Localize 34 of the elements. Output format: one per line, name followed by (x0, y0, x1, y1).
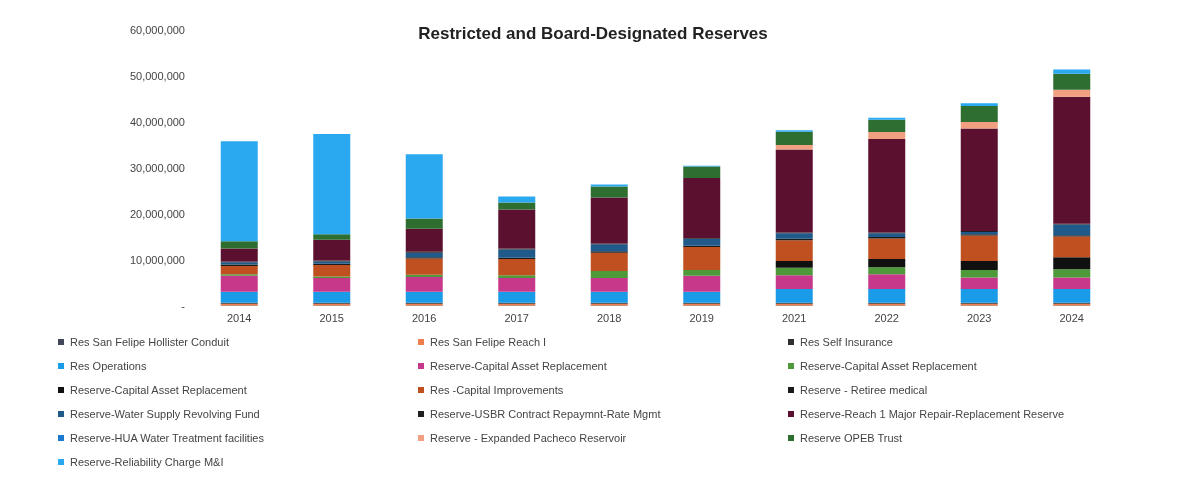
y-tick-label: - (181, 299, 186, 312)
legend-label: Reserve-Capital Asset Replacement (430, 360, 607, 372)
y-tick-label: 30,000,000 (129, 161, 185, 174)
legend-label: Reserve-Reach 1 Major Repair-Replacement Reserve (800, 408, 1065, 420)
x-tick-label: 2015 (319, 311, 344, 324)
x-tick-label: 2024 (1059, 311, 1084, 324)
legend-label: Res Self Insurance (800, 336, 893, 348)
y-tick-label: 10,000,000 (129, 253, 185, 266)
legend-label: Reserve-Water Supply Revolving Fund (70, 408, 260, 420)
x-tick-label: 2017 (504, 311, 529, 324)
legend-label: Res San Felipe Hollister Conduit (70, 336, 229, 348)
legend-label: Reserve-HUA Water Treatment facilities (70, 432, 264, 444)
x-tick-label: 2016 (412, 311, 437, 324)
x-tick-label: 2023 (967, 311, 992, 324)
legend-label: Reserve - Expanded Pacheco Reservoir (430, 432, 627, 444)
y-tick-label: 40,000,000 (129, 115, 185, 128)
legend-label: Res San Felipe Reach I (430, 336, 547, 348)
x-tick-label: 2018 (597, 311, 622, 324)
legend-label: Reserve-Reliability Charge M&I (70, 456, 224, 468)
x-tick-label: 2014 (227, 311, 252, 324)
x-tick-label: 2022 (874, 311, 899, 324)
legend-label: Reserve-Capital Asset Replacement (70, 384, 247, 396)
legend-label: Reserve OPEB Trust (800, 432, 903, 444)
y-tick-label: 20,000,000 (129, 207, 185, 220)
legend-label: Res -Capital Improvements (430, 384, 564, 396)
legend-label: Reserve - Retiree medical (800, 384, 928, 396)
chart-title: Restricted and Board-Designated Reserves (418, 24, 768, 43)
legend-label: Res Operations (70, 360, 147, 372)
y-tick-label: 60,000,000 (129, 23, 185, 36)
y-tick-label: 50,000,000 (129, 69, 185, 82)
x-tick-label: 2021 (782, 311, 807, 324)
legend-label: Reserve-Capital Asset Replacement (800, 360, 977, 372)
legend-label: Reserve-USBR Contract Repaymnt-Rate Mgmt (430, 408, 661, 420)
x-tick-label: 2019 (689, 311, 714, 324)
